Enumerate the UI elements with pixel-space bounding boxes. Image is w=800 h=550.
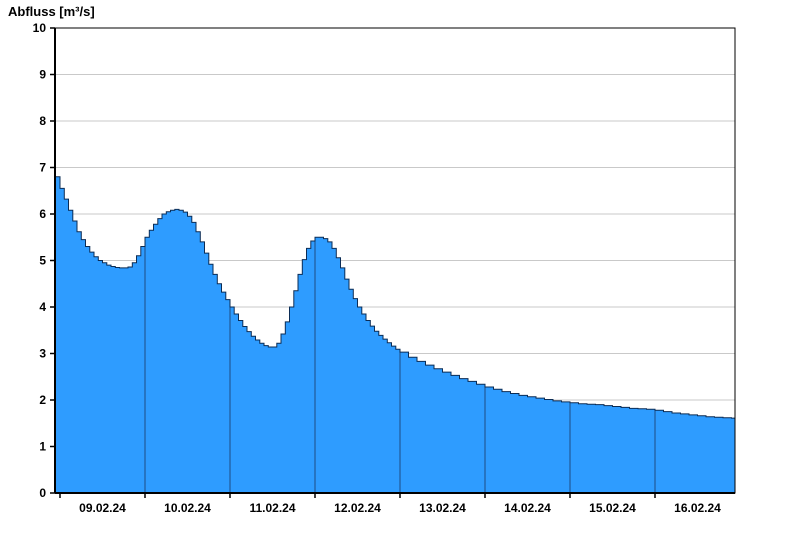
y-tick-label: 6 <box>39 207 46 221</box>
y-tick-label: 2 <box>39 393 46 407</box>
y-tick-label: 10 <box>33 21 47 35</box>
y-tick-label: 5 <box>39 254 46 268</box>
y-tick-label: 8 <box>39 114 46 128</box>
x-axis: 09.02.24 10.02.24 11.02.24 12.02.24 13.02.24… <box>59 493 721 515</box>
x-tick-label: 12.02.24 <box>334 501 381 515</box>
y-tick-label: 7 <box>39 161 46 175</box>
x-tick-label: 10.02.24 <box>164 501 211 515</box>
y-tick-label: 3 <box>39 347 46 361</box>
x-tick-label: 11.02.24 <box>249 501 295 515</box>
y-axis: 0 1 2 3 4 5 6 7 8 9 10 <box>33 21 55 500</box>
x-tick-label: 16.02.24 <box>674 501 721 515</box>
x-tick-label: 13.02.24 <box>419 501 466 515</box>
y-tick-label: 0 <box>39 486 46 500</box>
y-tick-label: 4 <box>39 300 46 314</box>
chart-title: Abfluss [m³/s] <box>8 4 95 19</box>
x-tick-label: 14.02.24 <box>504 501 551 515</box>
x-tick-label: 09.02.24 <box>79 501 126 515</box>
y-tick-label: 1 <box>39 440 46 454</box>
y-tick-label: 9 <box>39 68 46 82</box>
x-tick-label: 15.02.24 <box>589 501 636 515</box>
discharge-area-fill <box>54 176 735 494</box>
discharge-line <box>54 176 736 419</box>
